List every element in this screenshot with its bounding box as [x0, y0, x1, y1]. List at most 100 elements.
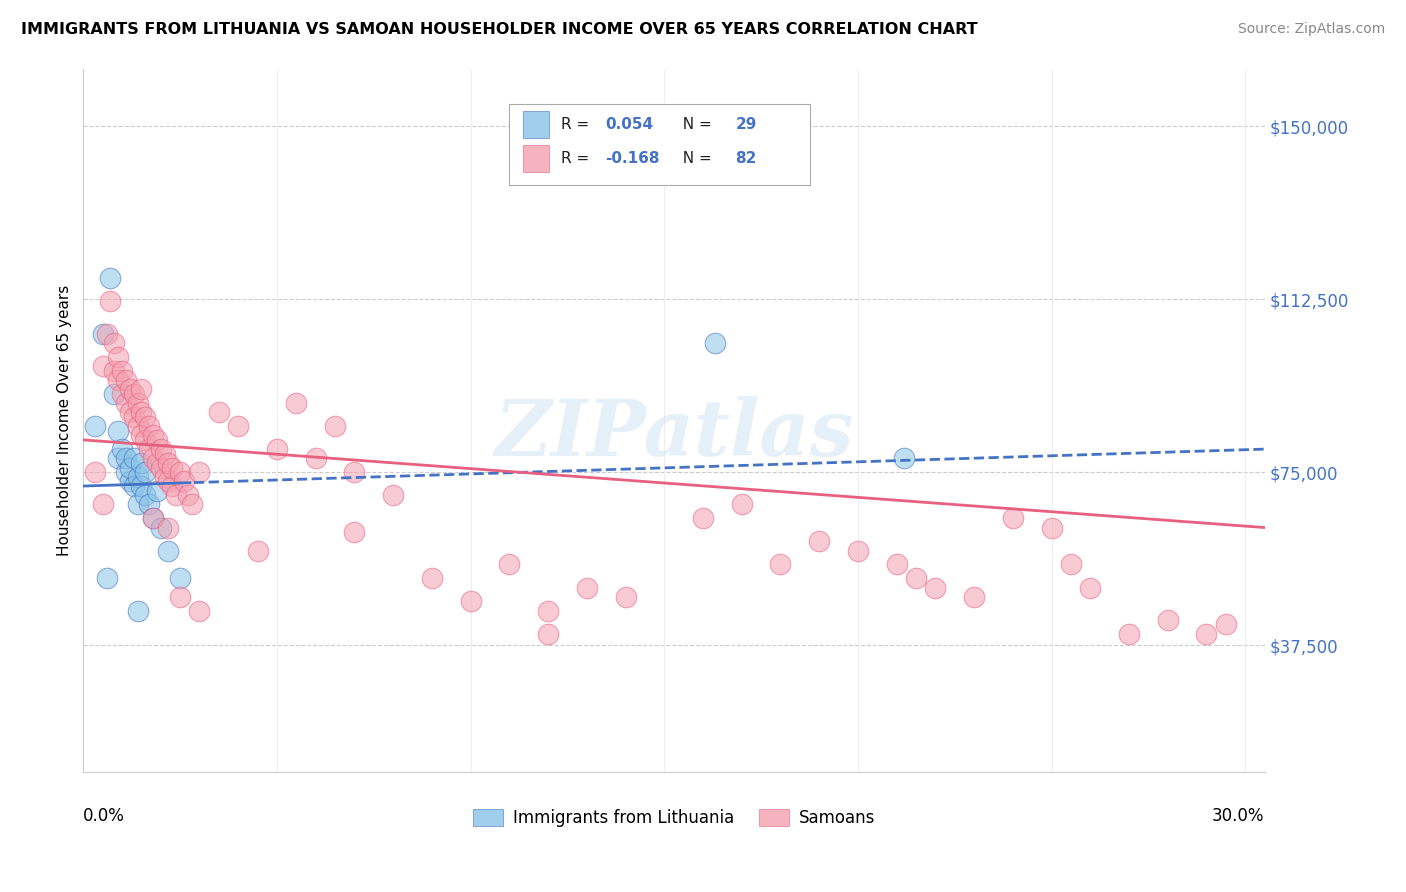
- Point: [111, 442, 134, 456]
- Point: [107, 451, 129, 466]
- Point: [115, 465, 138, 479]
- Point: [305, 451, 328, 466]
- Text: R =: R =: [561, 118, 593, 132]
- Point: [103, 386, 125, 401]
- Point: [84, 419, 107, 434]
- Text: 30.0%: 30.0%: [1212, 807, 1264, 825]
- FancyBboxPatch shape: [509, 103, 810, 185]
- Point: [131, 456, 153, 470]
- Point: [382, 488, 405, 502]
- Point: [165, 488, 187, 502]
- Point: [169, 465, 191, 479]
- Point: [266, 442, 288, 456]
- Point: [692, 511, 714, 525]
- Point: [157, 456, 180, 470]
- Point: [498, 558, 520, 572]
- Point: [115, 373, 138, 387]
- Point: [100, 271, 122, 285]
- Point: [963, 590, 986, 604]
- Point: [177, 488, 200, 502]
- Point: [157, 543, 180, 558]
- Point: [122, 451, 145, 466]
- Text: -0.168: -0.168: [606, 151, 659, 166]
- Point: [142, 451, 165, 466]
- Point: [886, 558, 908, 572]
- Point: [91, 359, 114, 373]
- Point: [924, 581, 946, 595]
- Point: [904, 571, 927, 585]
- Point: [138, 419, 160, 434]
- Point: [127, 470, 149, 484]
- Text: Source: ZipAtlas.com: Source: ZipAtlas.com: [1237, 22, 1385, 37]
- Point: [537, 626, 560, 640]
- Point: [537, 604, 560, 618]
- Text: IMMIGRANTS FROM LITHUANIA VS SAMOAN HOUSEHOLDER INCOME OVER 65 YEARS CORRELATION: IMMIGRANTS FROM LITHUANIA VS SAMOAN HOUS…: [21, 22, 977, 37]
- Point: [769, 558, 792, 572]
- Point: [188, 604, 211, 618]
- Text: 29: 29: [735, 118, 756, 132]
- Point: [226, 419, 249, 434]
- Point: [343, 465, 366, 479]
- Point: [127, 604, 149, 618]
- Point: [323, 419, 346, 434]
- Point: [146, 483, 169, 498]
- Point: [157, 475, 180, 489]
- Point: [149, 520, 172, 534]
- Point: [142, 428, 165, 442]
- Point: [138, 442, 160, 456]
- Point: [808, 534, 831, 549]
- Point: [703, 336, 725, 351]
- Point: [134, 465, 156, 479]
- Point: [460, 594, 482, 608]
- Point: [103, 364, 125, 378]
- Point: [100, 294, 122, 309]
- Point: [122, 409, 145, 424]
- Point: [146, 433, 169, 447]
- Point: [91, 498, 114, 512]
- Point: [1157, 613, 1180, 627]
- Text: N =: N =: [672, 151, 717, 166]
- Point: [731, 498, 754, 512]
- Text: 0.054: 0.054: [606, 118, 654, 132]
- Point: [1215, 617, 1237, 632]
- Text: 0.0%: 0.0%: [83, 807, 125, 825]
- Point: [246, 543, 269, 558]
- Point: [343, 525, 366, 540]
- Legend: Immigrants from Lithuania, Samoans: Immigrants from Lithuania, Samoans: [465, 803, 882, 834]
- Point: [115, 396, 138, 410]
- Point: [208, 405, 231, 419]
- Point: [91, 326, 114, 341]
- Point: [420, 571, 443, 585]
- Point: [107, 424, 129, 438]
- Point: [1001, 511, 1024, 525]
- Point: [1118, 626, 1140, 640]
- Point: [169, 571, 191, 585]
- FancyBboxPatch shape: [523, 112, 548, 138]
- Point: [122, 386, 145, 401]
- Point: [1195, 626, 1218, 640]
- Point: [1060, 558, 1083, 572]
- Point: [162, 479, 184, 493]
- Point: [149, 460, 172, 475]
- Point: [169, 590, 191, 604]
- Point: [118, 405, 141, 419]
- Point: [893, 451, 915, 466]
- Point: [118, 460, 141, 475]
- Point: [131, 428, 153, 442]
- Point: [575, 581, 598, 595]
- Point: [131, 405, 153, 419]
- Point: [180, 498, 202, 512]
- Point: [131, 382, 153, 396]
- Point: [285, 396, 308, 410]
- Point: [157, 520, 180, 534]
- Text: ZIPatlas: ZIPatlas: [495, 396, 853, 473]
- Point: [173, 475, 195, 489]
- Point: [1040, 520, 1063, 534]
- Point: [846, 543, 869, 558]
- Point: [96, 326, 118, 341]
- Point: [138, 498, 160, 512]
- Point: [118, 475, 141, 489]
- Point: [107, 350, 129, 364]
- Point: [84, 465, 107, 479]
- Point: [107, 373, 129, 387]
